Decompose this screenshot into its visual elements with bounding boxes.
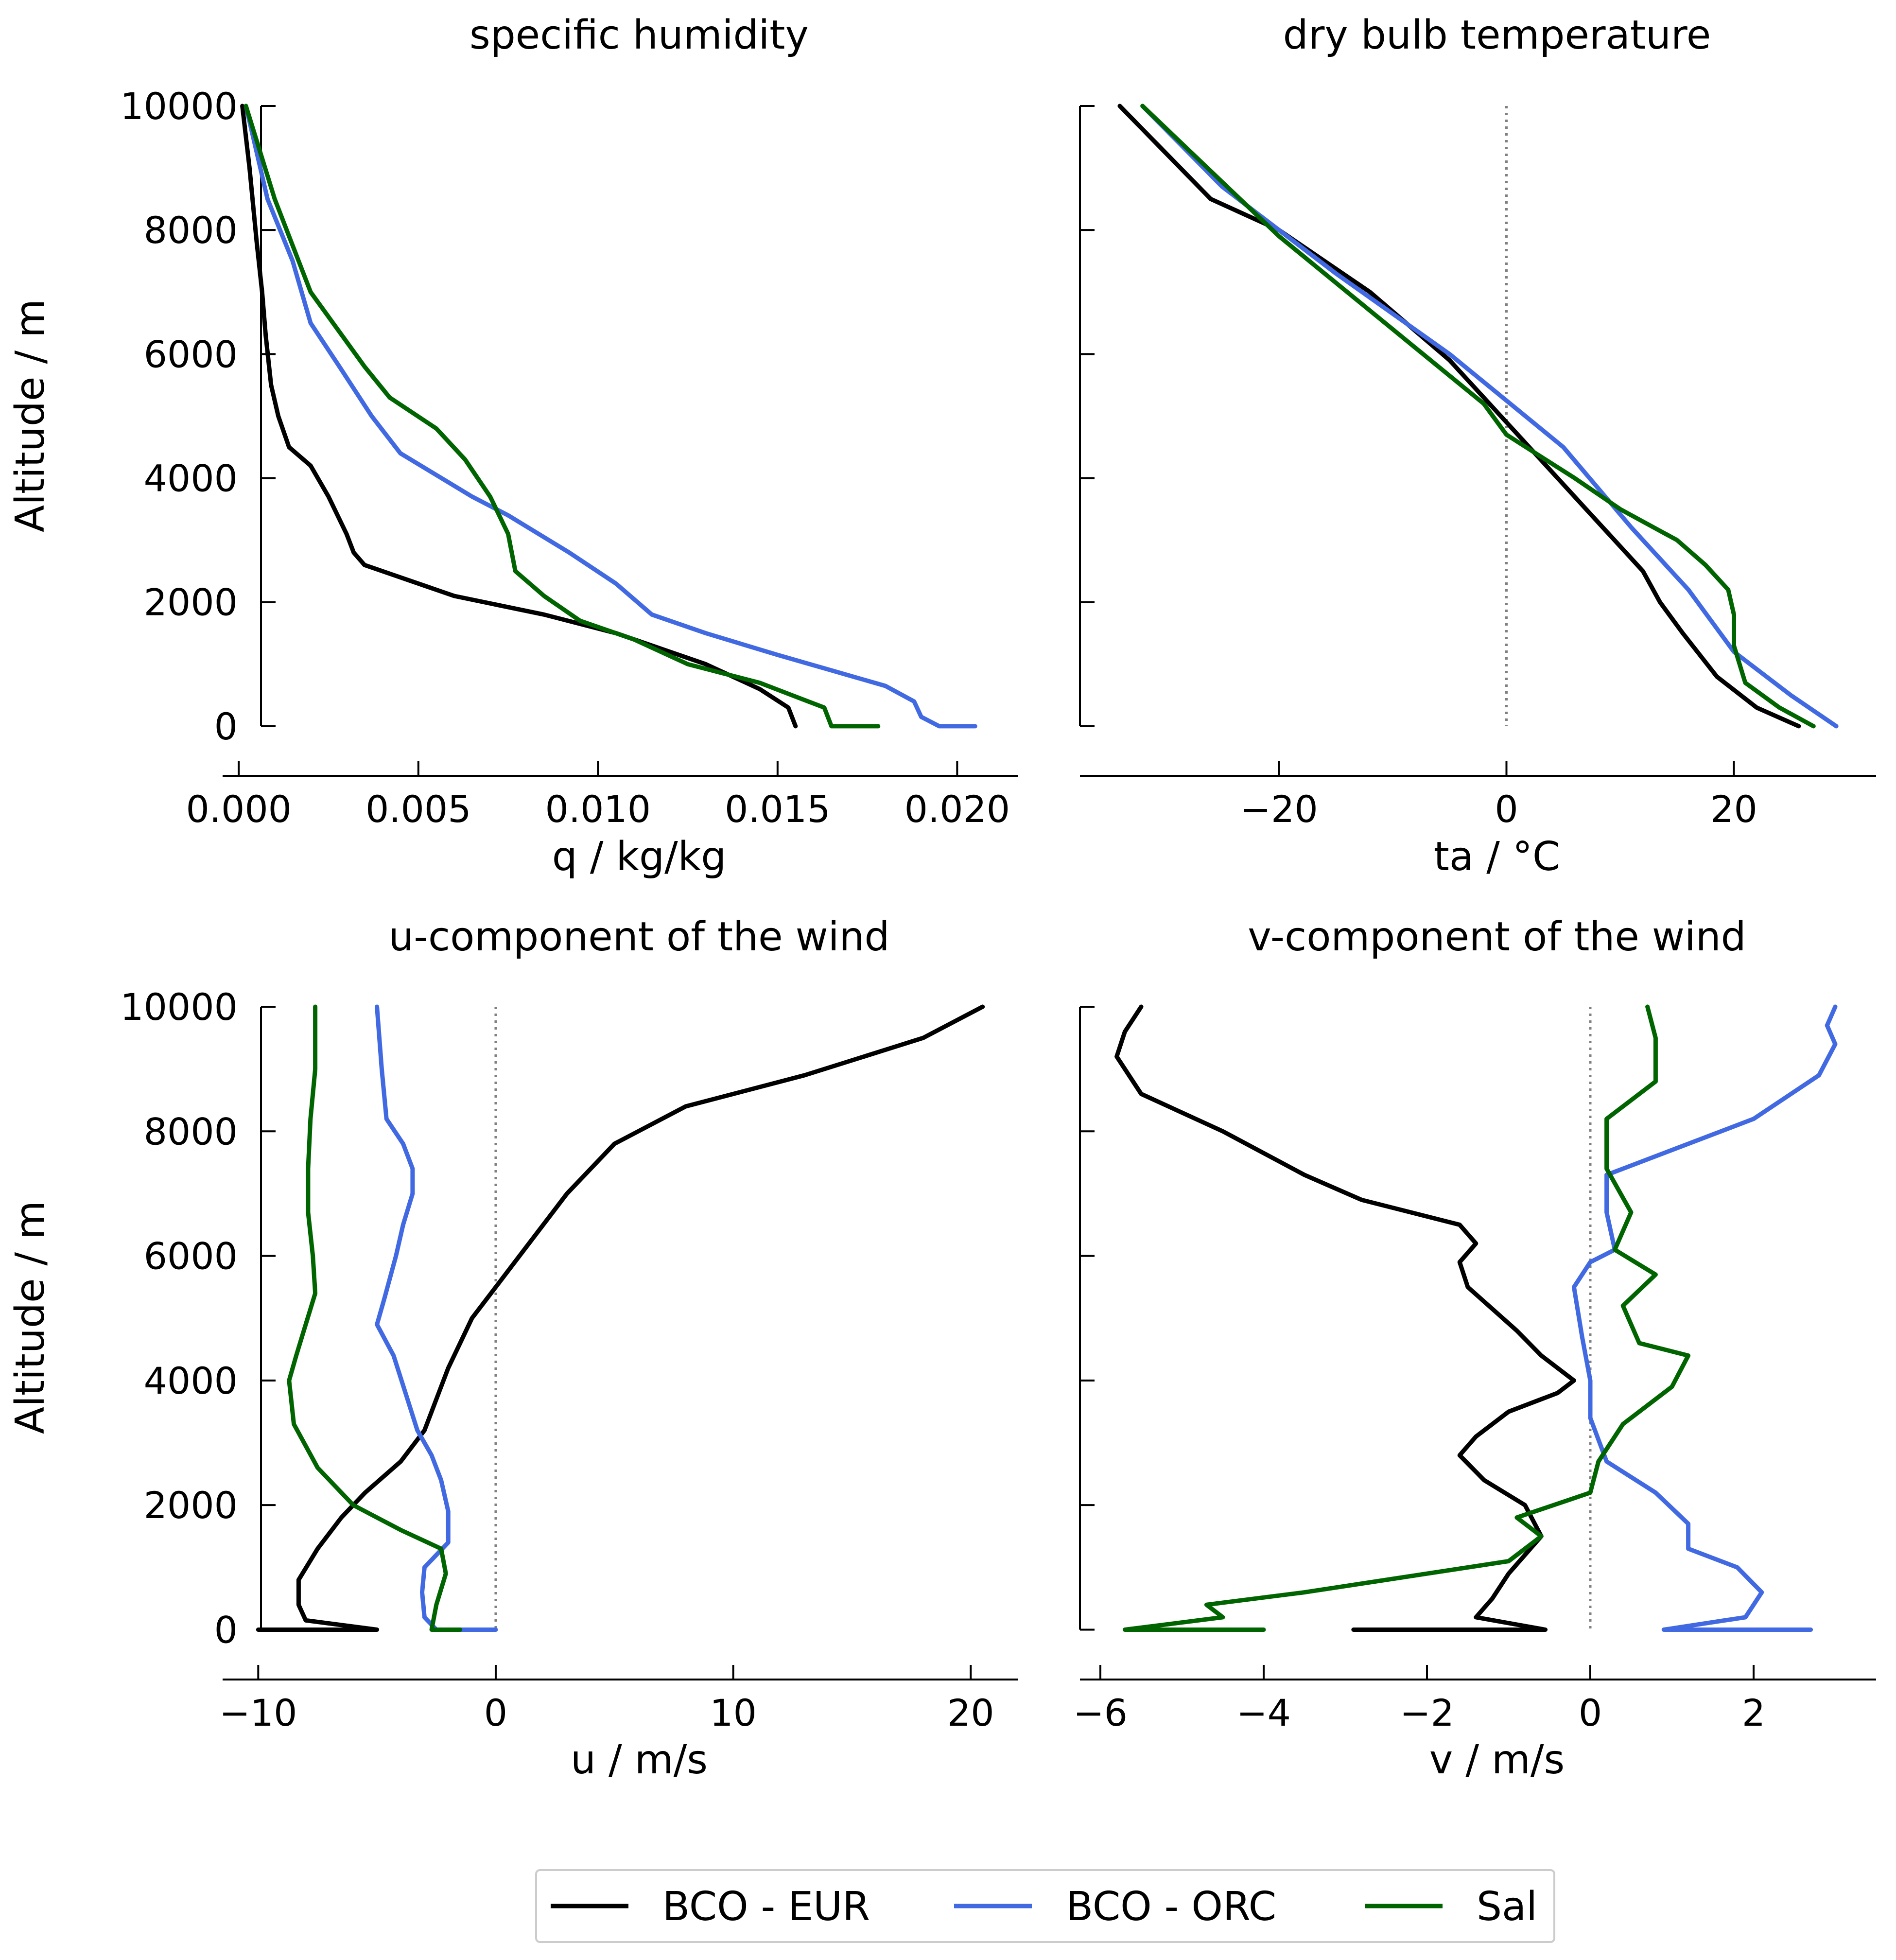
y-tick-label: 8000 [144,1110,238,1153]
y-tick-label: 0 [214,1608,238,1651]
x-tick-label: −2 [1400,1691,1454,1734]
x-tick-label: −6 [1073,1691,1128,1734]
series-line-bco-eur [1117,104,1801,729]
y-axis-label: Altitude / m [7,1201,53,1434]
y-tick-label: 6000 [144,332,238,376]
x-tick-label: 20 [947,1691,994,1734]
y-ticks: 0 2000 4000 6000 8000 10000 [120,985,276,1651]
x-tick-label: 0.015 [725,788,831,831]
data-lines [256,1004,985,1632]
panel-specific-humidity: specific humidity q / kg/kg Altitude / m… [7,12,1018,880]
series-line-sal [1140,104,1816,729]
x-tick-label: −20 [1240,788,1318,831]
axes-frame [223,1007,1018,1680]
legend-entry-bco-eur: BCO - EUR [551,1884,870,1930]
panel-dry-bulb-temperature: dry bulb temperature ta / °C −20 0 20 [1079,12,1876,880]
data-lines [1114,1004,1838,1632]
y-tick-label: 10000 [120,985,238,1029]
legend-box [535,1869,1555,1943]
y-ticks [1080,105,1095,727]
x-axis-label: v / m/s [1429,1737,1565,1783]
y-tick-label: 4000 [144,457,238,500]
y-ticks: 0 2000 4000 6000 8000 10000 [120,85,276,748]
series-line-bco-eur [240,104,798,729]
panel-title: v-component of the wind [1248,914,1746,960]
axes-frame [223,106,1018,777]
x-ticks: −10 0 10 20 [219,1665,994,1734]
series-line-sal [287,1004,463,1632]
y-tick-label: 4000 [144,1359,238,1402]
y-tick-label: 10000 [120,85,238,128]
x-tick-label: 0.000 [186,788,292,831]
data-lines [1117,104,1839,729]
series-line-bco-eur [1114,1004,1576,1632]
panel-u-component-wind: u-component of the wind u / m/s Altitude… [7,914,1018,1783]
x-tick-label: 0.020 [905,788,1010,831]
series-line-bco-orc [1140,104,1839,729]
x-ticks: −6 −4 −2 0 2 [1073,1665,1765,1734]
legend-entry-bco-orc: BCO - ORC [954,1884,1276,1930]
y-axis-label: Altitude / m [7,299,53,532]
y-tick-label: 6000 [144,1235,238,1278]
x-axis-label: ta / °C [1434,834,1560,880]
x-tick-label: 0 [1579,1691,1602,1734]
y-tick-label: 2000 [144,1484,238,1527]
x-axis-label: u / m/s [571,1737,708,1783]
x-tick-label: 0.010 [545,788,651,831]
y-tick-label: 8000 [144,209,238,252]
x-axis-label: q / kg/kg [552,834,727,880]
panel-v-component-wind: v-component of the wind v / m/s −6 −4 −2 0 2 [1073,914,1876,1783]
series-line-sal [244,104,881,729]
data-lines [240,104,977,729]
y-tick-label: 2000 [144,581,238,624]
panel-title: dry bulb temperature [1283,12,1711,58]
x-tick-label: 2 [1742,1691,1765,1734]
y-ticks [1080,1006,1095,1631]
x-tick-label: 10 [710,1691,757,1734]
series-line-sal [1122,1004,1691,1632]
x-tick-label: 20 [1710,788,1757,831]
legend-label: Sal [1477,1884,1537,1930]
legend-label: BCO - ORC [1066,1884,1276,1930]
y-tick-label: 0 [214,705,238,748]
legend-label: BCO - EUR [662,1884,870,1930]
axes-frame [1079,1007,1876,1680]
x-ticks: −20 0 20 [1240,761,1757,831]
legend-entry-sal: Sal [1365,1884,1537,1930]
x-tick-label: 0.005 [365,788,471,831]
x-ticks: 0.000 0.005 0.010 0.015 0.020 [186,761,1010,831]
x-tick-label: −10 [219,1691,297,1734]
x-tick-label: 0 [484,1691,507,1734]
series-line-bco-orc [1571,1004,1838,1632]
panel-title: specific humidity [470,12,809,58]
series-line-bco-orc [244,104,977,729]
series-line-bco-eur [256,1004,985,1632]
x-tick-label: −4 [1236,1691,1291,1734]
legend: BCO - EUR BCO - ORC Sal [535,1869,1555,1943]
axes-frame [1079,106,1876,777]
series-line-bco-orc [375,1004,498,1632]
x-tick-label: 0 [1495,788,1518,831]
panel-title: u-component of the wind [388,914,889,960]
